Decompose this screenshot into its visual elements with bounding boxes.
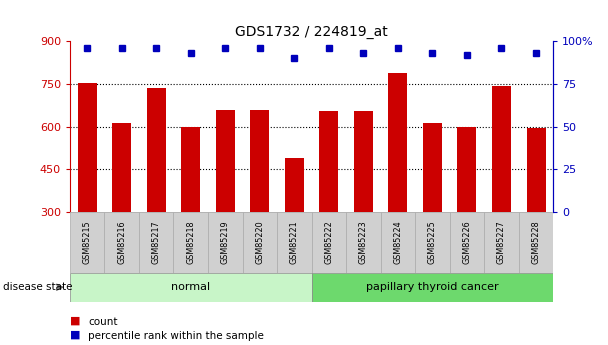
Bar (147, 88, 166, 212)
Text: GSM85222: GSM85222 (324, 220, 333, 264)
Bar (457, 127, 477, 212)
Text: ■: ■ (70, 316, 80, 326)
Text: GSM85223: GSM85223 (359, 220, 368, 264)
Text: count: count (88, 317, 118, 327)
Bar (277, 212, 311, 273)
Bar (527, 128, 545, 212)
Bar (423, 122, 442, 212)
Bar (311, 273, 553, 302)
Bar (381, 212, 415, 273)
Text: percentile rank within the sample: percentile rank within the sample (88, 331, 264, 341)
Bar (346, 212, 381, 273)
Bar (484, 212, 519, 273)
Text: GSM85228: GSM85228 (531, 220, 541, 264)
Bar (208, 212, 243, 273)
Bar (319, 111, 339, 212)
Text: GSM85225: GSM85225 (428, 220, 437, 264)
Bar (285, 158, 304, 212)
Text: GSM85220: GSM85220 (255, 220, 264, 264)
Text: disease state: disease state (3, 282, 72, 292)
Text: GSM85226: GSM85226 (463, 220, 471, 264)
Bar (112, 122, 131, 212)
Bar (173, 212, 208, 273)
Bar (519, 212, 553, 273)
Text: GSM85217: GSM85217 (152, 220, 161, 264)
Text: GSM85218: GSM85218 (186, 220, 195, 264)
Bar (243, 212, 277, 273)
Bar (105, 212, 139, 273)
Bar (415, 212, 450, 273)
Bar (450, 212, 484, 273)
Bar (250, 110, 269, 212)
Bar (311, 212, 346, 273)
Bar (78, 83, 97, 212)
Bar (70, 212, 105, 273)
Title: GDS1732 / 224819_at: GDS1732 / 224819_at (235, 25, 388, 39)
Bar (139, 212, 173, 273)
Text: GSM85224: GSM85224 (393, 220, 402, 264)
Text: normal: normal (171, 282, 210, 292)
Bar (70, 273, 311, 302)
Bar (492, 86, 511, 212)
Text: GSM85216: GSM85216 (117, 220, 126, 264)
Bar (389, 73, 407, 212)
Bar (181, 127, 200, 212)
Bar (216, 110, 235, 212)
Text: GSM85219: GSM85219 (221, 220, 230, 264)
Text: GSM85227: GSM85227 (497, 220, 506, 264)
Text: papillary thyroid cancer: papillary thyroid cancer (366, 282, 499, 292)
Text: ■: ■ (70, 330, 80, 339)
Bar (354, 111, 373, 212)
Text: GSM85215: GSM85215 (83, 220, 92, 264)
Text: GSM85221: GSM85221 (290, 220, 299, 264)
